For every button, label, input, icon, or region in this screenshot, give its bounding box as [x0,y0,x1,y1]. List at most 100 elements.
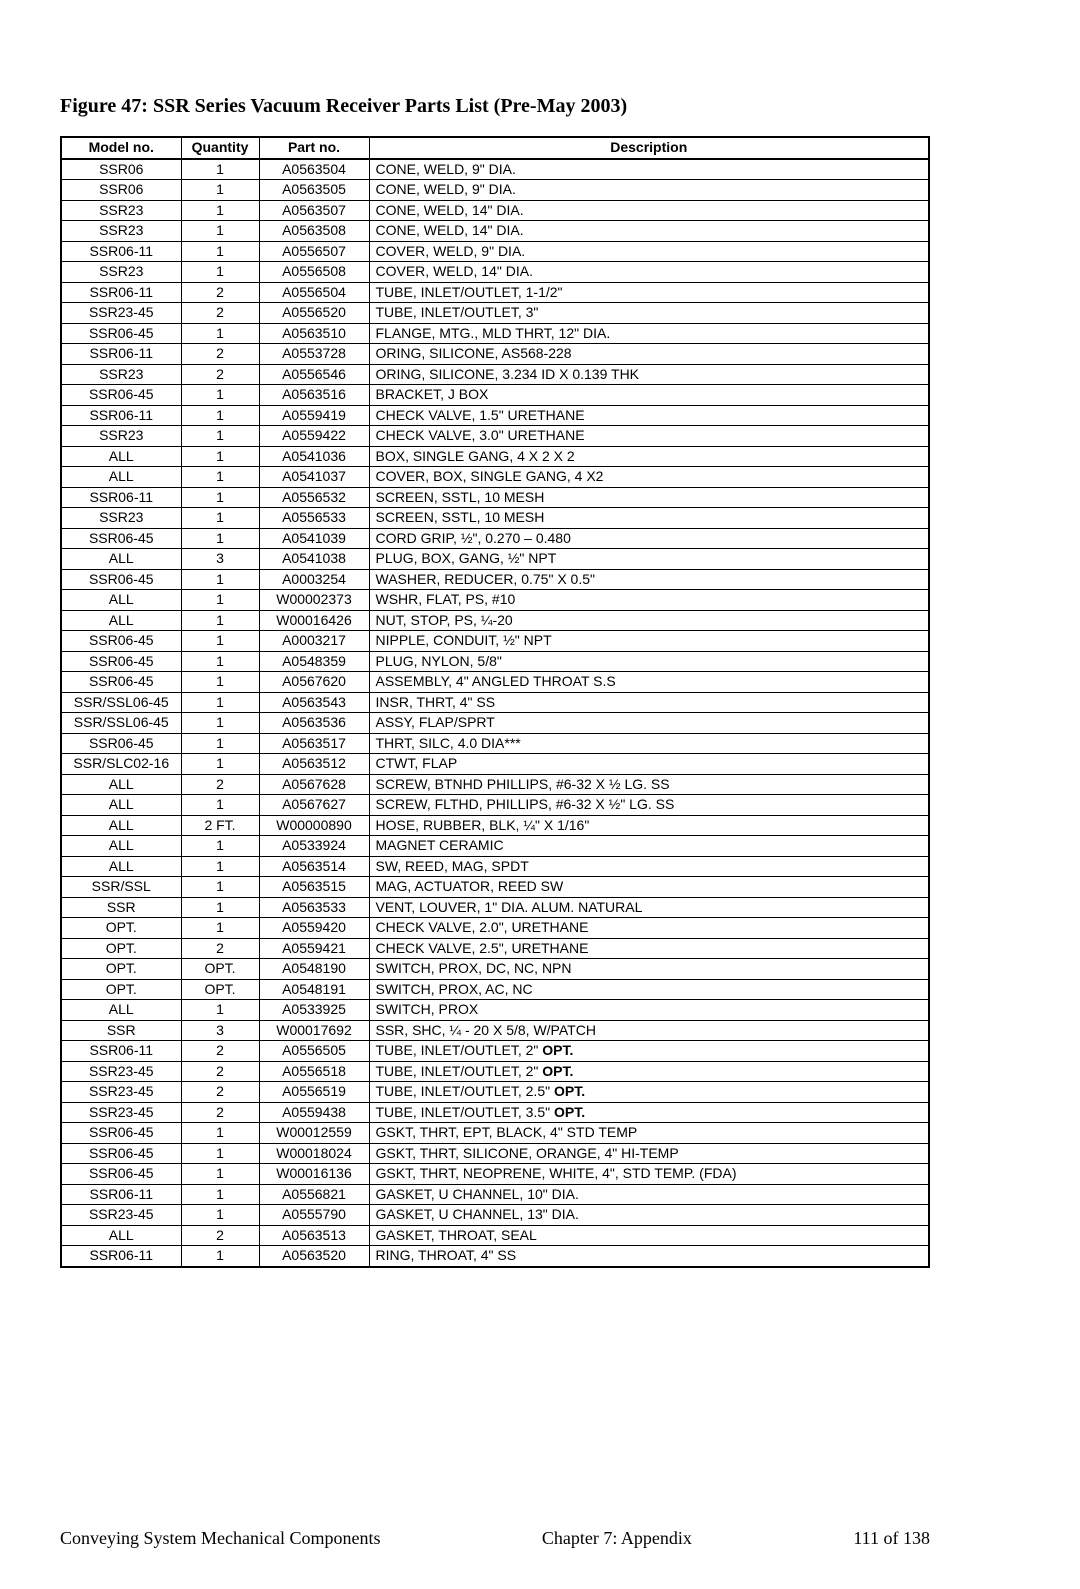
table-row: SSR23-452A0556518TUBE, INLET/OUTLET, 2" … [61,1061,929,1082]
cell-partno: A0563514 [259,856,369,877]
table-row: SSR/SSL06-451A0563543INSR, THRT, 4" SS [61,692,929,713]
cell-partno: A0548191 [259,979,369,1000]
table-row: ALL3A0541038PLUG, BOX, GANG, ½" NPT [61,549,929,570]
table-row: SSR06-111A0556507COVER, WELD, 9" DIA. [61,241,929,262]
col-description: Description [369,137,929,159]
cell-quantity: 3 [181,549,259,570]
cell-model: SSR [61,1020,181,1041]
cell-description: GSKT, THRT, NEOPRENE, WHITE, 4", STD TEM… [369,1164,929,1185]
cell-description: TUBE, INLET/OUTLET, 3" [369,303,929,324]
cell-partno: A0567620 [259,672,369,693]
table-row: SSR231A0556508COVER, WELD, 14" DIA. [61,262,929,283]
cell-partno: W00018024 [259,1143,369,1164]
table-row: SSR/SLC02-161A0563512CTWT, FLAP [61,754,929,775]
cell-quantity: 1 [181,385,259,406]
cell-quantity: 1 [181,590,259,611]
cell-partno: A0563517 [259,733,369,754]
cell-description: TUBE, INLET/OUTLET, 3.5" OPT. [369,1102,929,1123]
cell-partno: A0556546 [259,364,369,385]
cell-partno: A0567628 [259,774,369,795]
table-row: SSR06-112A0556505TUBE, INLET/OUTLET, 2" … [61,1041,929,1062]
table-row: ALL1W00016426NUT, STOP, PS, ¼-20 [61,610,929,631]
cell-model: SSR/SLC02-16 [61,754,181,775]
cell-description: SWITCH, PROX, AC, NC [369,979,929,1000]
cell-quantity: 2 [181,774,259,795]
cell-description: MAG, ACTUATOR, REED SW [369,877,929,898]
cell-partno: W00012559 [259,1123,369,1144]
cell-partno: W00016426 [259,610,369,631]
cell-quantity: 1 [181,508,259,529]
cell-model: SSR06-11 [61,405,181,426]
cell-model: OPT. [61,979,181,1000]
cell-model: SSR23 [61,426,181,447]
cell-model: SSR23 [61,221,181,242]
cell-quantity: 1 [181,426,259,447]
table-row: SSR06-451A0548359PLUG, NYLON, 5/8" [61,651,929,672]
cell-model: SSR/SSL06-45 [61,692,181,713]
cell-description: VENT, LOUVER, 1" DIA. ALUM. NATURAL [369,897,929,918]
cell-quantity: 1 [181,877,259,898]
table-row: ALL2A0567628SCREW, BTNHD PHILLIPS, #6-32… [61,774,929,795]
cell-quantity: 2 [181,938,259,959]
cell-quantity: 1 [181,569,259,590]
cell-quantity: OPT. [181,979,259,1000]
cell-description: TUBE, INLET/OUTLET, 1-1/2" [369,282,929,303]
cell-partno: A0563520 [259,1246,369,1267]
cell-model: SSR/SSL [61,877,181,898]
table-row: SSR23-452A0556519TUBE, INLET/OUTLET, 2.5… [61,1082,929,1103]
cell-quantity: 1 [181,241,259,262]
cell-description: ASSEMBLY, 4" ANGLED THROAT S.S [369,672,929,693]
table-row: SSR06-451A0563516BRACKET, J BOX [61,385,929,406]
cell-description: SCREW, BTNHD PHILLIPS, #6-32 X ½ LG. SS [369,774,929,795]
table-row: ALL1A0563514SW, REED, MAG, SPDT [61,856,929,877]
table-row: SSR06-451A0003254WASHER, REDUCER, 0.75" … [61,569,929,590]
cell-description: RING, THROAT, 4" SS [369,1246,929,1267]
cell-partno: A0563536 [259,713,369,734]
cell-partno: W00000890 [259,815,369,836]
cell-description: CHECK VALVE, 2.0", URETHANE [369,918,929,939]
cell-description: GSKT, THRT, SILICONE, ORANGE, 4" HI-TEMP [369,1143,929,1164]
cell-description: ASSY, FLAP/SPRT [369,713,929,734]
cell-quantity: 1 [181,180,259,201]
cell-description: TUBE, INLET/OUTLET, 2" OPT. [369,1061,929,1082]
cell-quantity: 1 [181,446,259,467]
cell-partno: A0556533 [259,508,369,529]
footer-left: Conveying System Mechanical Components [60,1528,380,1549]
cell-model: SSR23-45 [61,1205,181,1226]
cell-quantity: 1 [181,200,259,221]
cell-description: CTWT, FLAP [369,754,929,775]
cell-model: SSR06-45 [61,528,181,549]
figure-title: Figure 47: SSR Series Vacuum Receiver Pa… [60,95,1020,118]
cell-description: SCREEN, SSTL, 10 MESH [369,508,929,529]
cell-partno: A0556507 [259,241,369,262]
cell-quantity: OPT. [181,959,259,980]
cell-model: ALL [61,856,181,877]
table-row: SSR06-111A0559419CHECK VALVE, 1.5" URETH… [61,405,929,426]
table-row: ALL1W00002373WSHR, FLAT, PS, #10 [61,590,929,611]
cell-description: CONE, WELD, 9" DIA. [369,180,929,201]
cell-model: SSR06-45 [61,631,181,652]
cell-model: SSR06-45 [61,1164,181,1185]
cell-quantity: 1 [181,1246,259,1267]
cell-model: SSR23-45 [61,303,181,324]
cell-quantity: 2 [181,1225,259,1246]
cell-description: FLANGE, MTG., MLD THRT, 12" DIA. [369,323,929,344]
table-row: ALL1A0541036BOX, SINGLE GANG, 4 X 2 X 2 [61,446,929,467]
cell-description: GSKT, THRT, EPT, BLACK, 4" STD TEMP [369,1123,929,1144]
cell-partno: A0563543 [259,692,369,713]
cell-partno: W00017692 [259,1020,369,1041]
table-row: SSR06-451A0541039CORD GRIP, ½", 0.270 – … [61,528,929,549]
cell-description: CHECK VALVE, 2.5", URETHANE [369,938,929,959]
table-row: SSR06-451W00012559GSKT, THRT, EPT, BLACK… [61,1123,929,1144]
table-row: SSR231A0556533SCREEN, SSTL, 10 MESH [61,508,929,529]
cell-quantity: 3 [181,1020,259,1041]
table-row: SSR06-112A0553728ORING, SILICONE, AS568-… [61,344,929,365]
cell-description: GASKET, U CHANNEL, 10" DIA. [369,1184,929,1205]
table-row: SSR06-451A0563517THRT, SILC, 4.0 DIA*** [61,733,929,754]
cell-partno: A0556504 [259,282,369,303]
cell-partno: A0563515 [259,877,369,898]
cell-quantity: 1 [181,159,259,180]
cell-model: SSR23 [61,508,181,529]
table-row: SSR06-451A0563510FLANGE, MTG., MLD THRT,… [61,323,929,344]
cell-model: SSR23 [61,200,181,221]
